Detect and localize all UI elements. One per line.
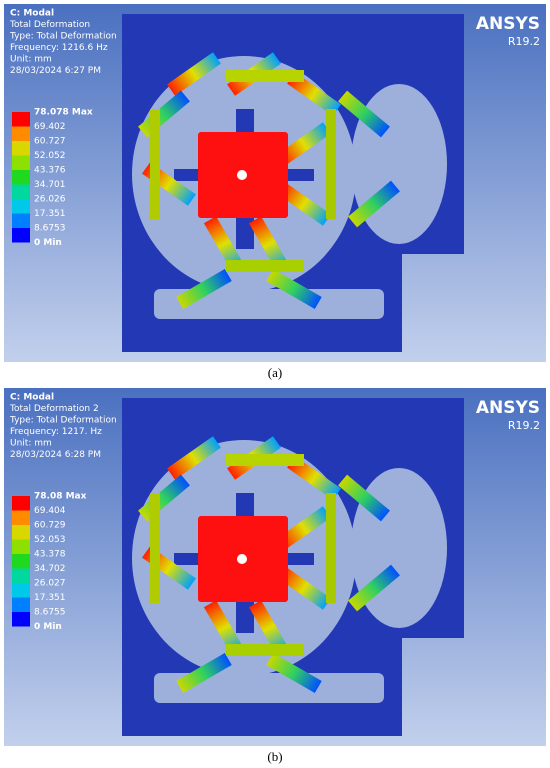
beam	[266, 652, 322, 694]
legend-swatch	[12, 525, 30, 540]
legend-swatch	[12, 554, 30, 569]
legend-label: 26.027	[34, 579, 66, 589]
legend-swatch	[12, 496, 30, 511]
legend-label: 60.729	[34, 521, 66, 531]
beam	[167, 52, 221, 96]
beam	[277, 122, 331, 166]
beam	[338, 90, 390, 138]
legend-swatch	[12, 539, 30, 554]
legend-label: 26.026	[34, 195, 66, 205]
center-hole	[237, 170, 247, 180]
header-line: 28/03/2024 6:28 PM	[10, 450, 101, 460]
beam	[248, 216, 290, 272]
legend-label: 8.6755	[34, 608, 66, 618]
beam	[167, 436, 221, 480]
beam	[176, 652, 232, 694]
beam	[226, 260, 304, 272]
legend-label: 52.053	[34, 535, 66, 545]
legend-label: 17.351	[34, 593, 66, 603]
legend-label: 78.078 Max	[34, 108, 93, 118]
beam	[226, 70, 304, 82]
header-line: Unit: mm	[10, 439, 52, 449]
beam	[287, 72, 341, 116]
legend-swatch	[12, 228, 30, 243]
beam	[176, 268, 232, 310]
beam	[203, 600, 245, 656]
legend-swatch	[12, 112, 30, 127]
beam	[326, 109, 336, 219]
legend-swatch	[12, 510, 30, 525]
version: R19.2	[508, 35, 540, 48]
legend-swatch	[12, 199, 30, 214]
legend-label: 69.404	[34, 506, 66, 516]
beam	[287, 456, 341, 500]
beam	[348, 564, 400, 612]
legend-swatch	[12, 141, 30, 156]
beam	[326, 493, 336, 603]
legend-swatch	[12, 155, 30, 170]
beam	[203, 216, 245, 272]
legend-swatch	[12, 213, 30, 228]
beam	[348, 180, 400, 228]
legend-label: 52.052	[34, 151, 66, 161]
legend-label: 43.376	[34, 166, 66, 176]
legend-label: 0 Min	[34, 238, 62, 248]
version: R19.2	[508, 419, 540, 432]
beam	[277, 182, 331, 226]
beam	[277, 506, 331, 550]
logo: ANSYS	[476, 14, 540, 34]
beam	[150, 109, 160, 219]
legend-swatch	[12, 126, 30, 141]
legend-swatch	[12, 184, 30, 199]
legend-swatch	[12, 583, 30, 598]
header-line: C: Modal	[10, 9, 54, 19]
legend-label: 60.727	[34, 137, 66, 147]
caption: (a)	[268, 365, 282, 380]
logo: ANSYS	[476, 398, 540, 418]
legend-label: 34.701	[34, 180, 66, 190]
header-line: Type: Total Deformation	[9, 416, 117, 426]
header-line: Total Deformation 2	[9, 404, 99, 414]
legend-label: 43.378	[34, 550, 66, 560]
plate-slot	[154, 673, 384, 703]
header-line: Total Deformation	[9, 20, 90, 30]
header-line: Frequency: 1217. Hz	[10, 427, 102, 437]
beam	[226, 644, 304, 656]
legend-label: 78.08 Max	[34, 492, 87, 502]
header-line: Unit: mm	[10, 55, 52, 65]
header-line: Type: Total Deformation	[9, 32, 117, 42]
plate-slot	[154, 289, 384, 319]
legend-label: 69.402	[34, 122, 66, 132]
legend-label: 8.6753	[34, 224, 66, 234]
beam	[338, 474, 390, 522]
header-line: C: Modal	[10, 393, 54, 403]
beam	[277, 566, 331, 610]
header-line: Frequency: 1216.6 Hz	[10, 43, 108, 53]
beam	[266, 268, 322, 310]
legend-swatch	[12, 170, 30, 185]
legend-label: 17.351	[34, 209, 66, 219]
beam	[248, 600, 290, 656]
legend-label: 0 Min	[34, 622, 62, 632]
legend-label: 34.702	[34, 564, 66, 574]
beam	[226, 454, 304, 466]
center-hole	[237, 554, 247, 564]
legend-swatch	[12, 597, 30, 612]
caption: (b)	[267, 749, 282, 764]
legend-swatch	[12, 612, 30, 627]
legend-swatch	[12, 568, 30, 583]
header-line: 28/03/2024 6:27 PM	[10, 66, 101, 76]
beam	[150, 493, 160, 603]
